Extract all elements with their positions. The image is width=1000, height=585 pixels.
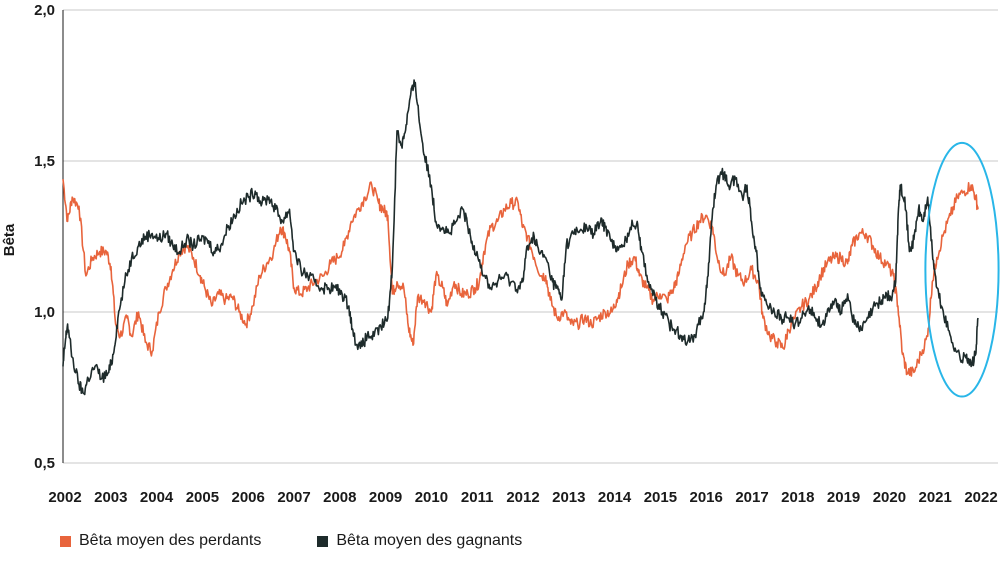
y-tick-label: 2,0	[34, 2, 55, 19]
x-tick-label: 2008	[323, 489, 356, 506]
highlight-ellipse-shape	[924, 141, 1000, 398]
x-tick-label: 2021	[919, 489, 952, 506]
x-tick-label: 2018	[781, 489, 814, 506]
legend-label-winners: Bêta moyen des gagnants	[336, 532, 523, 549]
y-axis-title: Bêta	[1, 223, 18, 256]
x-tick-label: 2014	[598, 489, 632, 506]
series-lines	[62, 79, 979, 396]
x-tick-label: 2016	[690, 489, 723, 506]
x-tick-label: 2002	[48, 489, 81, 506]
axes: 0,5 1,0 1,5 2,0 2002 2003 2004 2005 2006 2007 2008…	[34, 2, 998, 506]
y-tick-label: 0,5	[34, 455, 55, 472]
y-tick-label: 1,5	[34, 153, 55, 170]
x-tick-label: 2015	[644, 489, 677, 506]
x-tick-label: 2004	[140, 489, 174, 506]
highlight-ellipse	[924, 141, 1000, 398]
x-tick-label: 2020	[873, 489, 906, 506]
y-tick-label: 1,0	[34, 304, 55, 321]
x-tick-label: 2006	[232, 489, 265, 506]
legend: Bêta moyen des perdants Bêta moyen des g…	[60, 532, 522, 550]
x-tick-label: 2019	[827, 489, 860, 506]
legend-label-losers: Bêta moyen des perdants	[79, 532, 262, 549]
series-line-1	[62, 79, 979, 396]
legend-item-winners: Bêta moyen des gagnants	[317, 532, 522, 550]
x-tick-label: 2010	[415, 489, 448, 506]
x-tick-label: 2007	[277, 489, 310, 506]
x-tick-label: 2009	[369, 489, 402, 506]
x-tick-label: 2013	[552, 489, 585, 506]
x-tick-label: 2022	[964, 489, 997, 506]
series-line-0	[62, 179, 979, 377]
x-tick-label: 2012	[506, 489, 539, 506]
legend-item-losers: Bêta moyen des perdants	[60, 532, 261, 550]
x-tick-label: 2003	[94, 489, 127, 506]
line-chart: 0,5 1,0 1,5 2,0 2002 2003 2004 2005 2006 2007 2008…	[1, 2, 1000, 506]
x-tick-label: 2011	[461, 489, 494, 506]
x-tick-label: 2017	[735, 489, 768, 506]
legend-swatch-losers	[60, 535, 71, 547]
x-tick-label: 2005	[186, 489, 219, 506]
legend-swatch-winners	[317, 535, 329, 547]
